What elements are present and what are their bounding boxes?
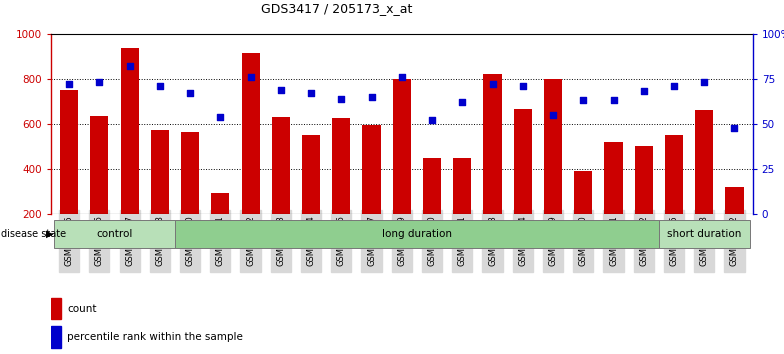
Bar: [695, 110, 713, 214]
Bar: [665, 135, 683, 214]
Point: [395, 74, 408, 80]
Bar: [604, 142, 622, 214]
Text: short duration: short duration: [667, 229, 742, 239]
Text: ▶: ▶: [46, 229, 54, 239]
Bar: [362, 125, 380, 214]
Bar: [514, 109, 532, 214]
Point: [456, 99, 469, 105]
Bar: [332, 118, 350, 214]
Bar: [302, 135, 320, 214]
Point: [546, 112, 559, 118]
Bar: [90, 116, 108, 214]
Bar: [393, 79, 411, 214]
Bar: [151, 130, 169, 214]
Point: [123, 63, 136, 69]
Point: [154, 83, 166, 89]
FancyBboxPatch shape: [659, 219, 750, 248]
Bar: [725, 187, 743, 214]
Text: disease state: disease state: [1, 229, 66, 239]
Point: [728, 125, 741, 130]
Bar: [51, 326, 61, 348]
Point: [274, 87, 287, 92]
Point: [698, 80, 710, 85]
FancyBboxPatch shape: [175, 219, 659, 248]
Text: long duration: long duration: [382, 229, 452, 239]
Point: [608, 98, 620, 103]
Point: [365, 94, 378, 99]
Bar: [635, 147, 653, 214]
Bar: [121, 48, 139, 214]
Bar: [51, 298, 61, 319]
Bar: [211, 193, 230, 214]
Point: [426, 118, 438, 123]
Point: [183, 90, 196, 96]
FancyBboxPatch shape: [54, 219, 175, 248]
Bar: [453, 158, 471, 214]
Bar: [484, 74, 502, 214]
Point: [93, 80, 106, 85]
Bar: [544, 79, 562, 214]
Bar: [241, 53, 260, 214]
Point: [63, 81, 75, 87]
Point: [637, 88, 650, 94]
Text: percentile rank within the sample: percentile rank within the sample: [67, 332, 243, 342]
Bar: [272, 117, 290, 214]
Bar: [423, 158, 441, 214]
Point: [517, 83, 529, 89]
Text: count: count: [67, 303, 97, 314]
Text: control: control: [96, 229, 132, 239]
Bar: [574, 171, 593, 214]
Point: [486, 81, 499, 87]
Point: [577, 98, 590, 103]
Text: GDS3417 / 205173_x_at: GDS3417 / 205173_x_at: [261, 2, 413, 15]
Bar: [181, 132, 199, 214]
Point: [335, 96, 347, 102]
Point: [305, 90, 318, 96]
Point: [245, 74, 257, 80]
Bar: [60, 90, 78, 214]
Point: [214, 114, 227, 120]
Point: [668, 83, 681, 89]
